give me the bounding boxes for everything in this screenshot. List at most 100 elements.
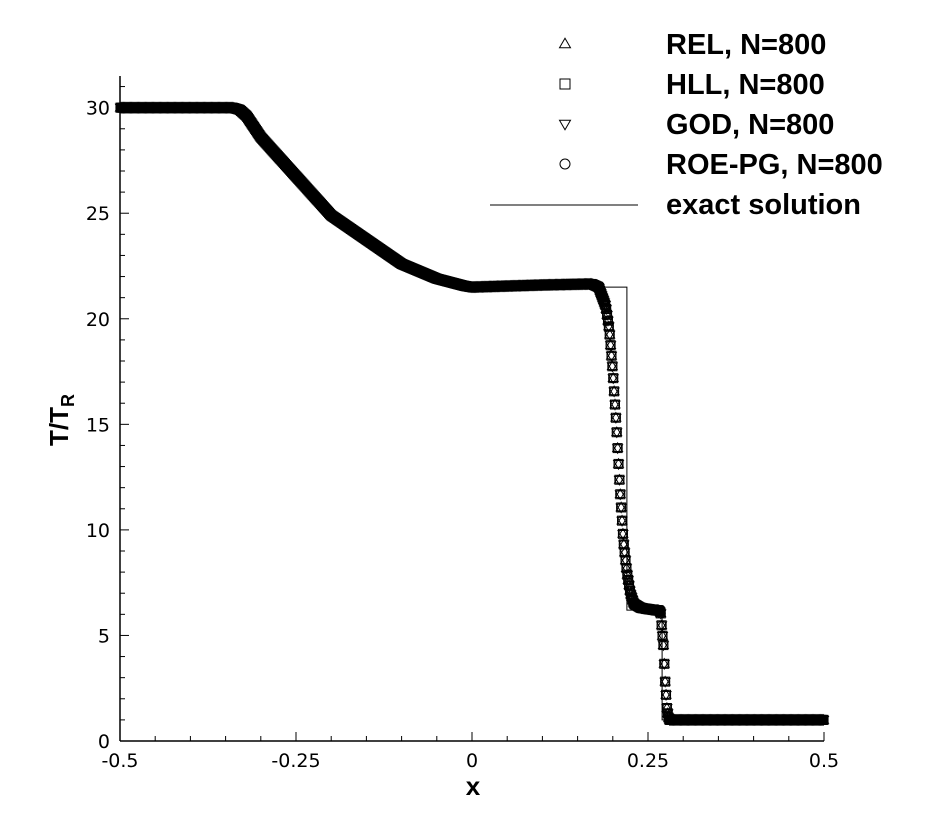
y-tick-label: 5: [98, 625, 110, 647]
data-point: [603, 321, 614, 332]
data-point: [601, 310, 613, 321]
data-point: [607, 374, 620, 385]
data-point: [655, 621, 668, 632]
data-point: [616, 514, 628, 525]
data-point: [606, 350, 617, 361]
legend-item: REL, N=800: [558, 29, 826, 61]
legend-label: ROE-PG, N=800: [666, 149, 883, 181]
data-point: [660, 688, 672, 699]
data-point: [613, 473, 626, 484]
data-point: [617, 528, 628, 539]
data-point: [613, 458, 624, 469]
data-point: [604, 341, 617, 352]
data-point: [605, 351, 618, 362]
legend-item: HLL, N=800: [559, 69, 825, 101]
data-point: [614, 474, 625, 485]
data-point: [612, 443, 623, 454]
data-point: [654, 606, 665, 617]
data-point: [605, 340, 616, 351]
data-point: [619, 547, 630, 558]
legend-label: HLL, N=800: [666, 69, 825, 101]
data-point: [624, 585, 635, 596]
data-point: [612, 460, 625, 471]
data-point: [606, 362, 619, 373]
data-point: [818, 714, 829, 725]
data-point: [656, 631, 669, 643]
data-point: [607, 371, 620, 383]
data-point: [615, 489, 626, 500]
data-point: [602, 316, 614, 327]
legend-marker: [558, 37, 572, 49]
x-tick-label: -0.25: [271, 750, 320, 772]
data-point: [610, 426, 623, 437]
legend: REL, N=800 HLL, N=800 GOD, N=800 ROE-PG, N=…: [490, 29, 883, 221]
data-point: [608, 373, 619, 384]
data-point: [610, 411, 622, 422]
y-axis-title-subscript: R: [58, 394, 78, 407]
data-point: [621, 563, 632, 574]
data-point: [659, 677, 671, 688]
data-point: [617, 527, 629, 538]
data-point: [604, 338, 617, 350]
data-point: [603, 328, 616, 339]
legend-label: exact solution: [666, 189, 861, 221]
data-point: [615, 501, 627, 512]
y-tick-label: 30: [86, 98, 110, 120]
data-point: [624, 580, 635, 591]
y-tick-label: 0: [98, 731, 110, 753]
data-point: [657, 641, 670, 652]
data-point: [655, 608, 666, 619]
data-point: [660, 676, 671, 687]
data-point: [611, 441, 624, 452]
data-point: [614, 490, 627, 501]
data-point: [623, 575, 634, 586]
data-point: [610, 413, 622, 424]
x-tick-label: 0: [466, 750, 478, 772]
data-point: [608, 387, 620, 398]
legend-label: REL, N=800: [666, 29, 826, 61]
data-point: [617, 529, 629, 541]
data-point: [608, 385, 620, 396]
data-point: [655, 619, 668, 630]
data-point: [659, 675, 671, 686]
data-point: [604, 329, 615, 340]
data-point: [609, 398, 621, 409]
legend-item: exact solution: [490, 189, 861, 221]
data-point: [657, 638, 670, 649]
data-point: [658, 657, 671, 668]
data-point: [603, 322, 615, 333]
legend-marker: [559, 158, 571, 170]
data-point: [621, 568, 634, 579]
data-point: [611, 427, 622, 438]
data-point: [660, 690, 672, 701]
data-point: [622, 569, 633, 580]
legend-marker: [559, 78, 571, 90]
y-tick-label: 15: [86, 414, 110, 436]
data-point: [602, 309, 613, 320]
data-point: [654, 605, 664, 616]
data-point: [600, 299, 611, 310]
data-point: [661, 701, 673, 712]
data-point: [601, 304, 612, 315]
y-tick-label: 20: [86, 309, 110, 331]
data-point: [606, 360, 619, 371]
y-tick-label: 10: [86, 520, 110, 542]
data-point: [658, 659, 671, 670]
data-point: [620, 555, 631, 566]
x-tick-label: -0.5: [101, 750, 138, 772]
data-point: [616, 516, 628, 527]
data-point: [616, 502, 627, 513]
data-point: [613, 475, 626, 486]
series-circle: [115, 102, 829, 725]
data-point: [609, 400, 621, 411]
data-point: [612, 457, 625, 468]
data-point: [659, 658, 670, 669]
data-point: [609, 386, 620, 397]
data-point: [614, 488, 627, 499]
data-point: [610, 428, 623, 439]
x-axis-title: x: [466, 771, 481, 801]
data-point: [618, 539, 629, 550]
legend-marker: [558, 119, 572, 131]
data-point: [661, 689, 672, 700]
